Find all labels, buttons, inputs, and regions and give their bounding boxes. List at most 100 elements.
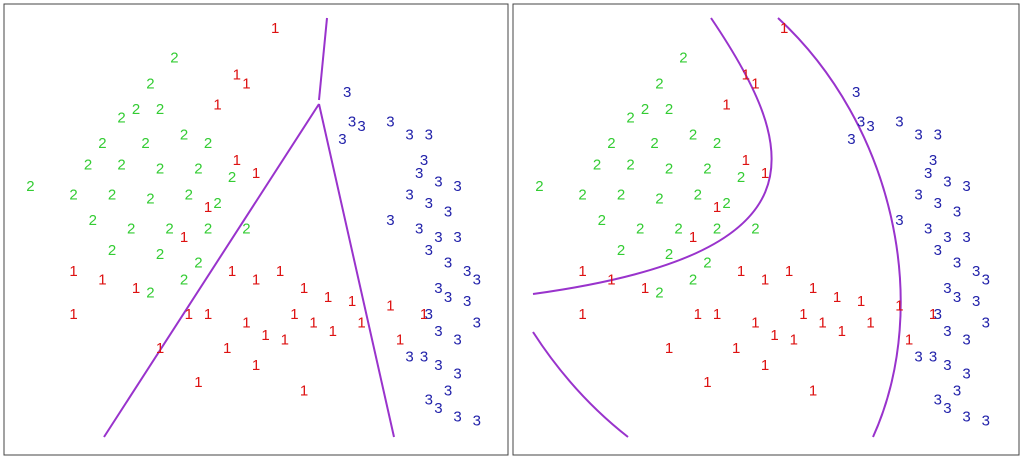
point-glyph: 1 <box>271 20 279 37</box>
point-glyph: 1 <box>69 306 77 323</box>
point-glyph: 1 <box>300 383 308 400</box>
point-glyph: 3 <box>962 366 970 383</box>
point-glyph: 3 <box>463 293 471 310</box>
point-glyph: 3 <box>434 280 442 297</box>
point-glyph: 1 <box>357 314 365 331</box>
point-glyph: 3 <box>415 220 423 237</box>
point-glyph: 2 <box>98 135 106 152</box>
point-glyph: 1 <box>233 67 241 84</box>
point-glyph: 2 <box>204 135 212 152</box>
point-glyph: 3 <box>857 114 865 131</box>
point-glyph: 3 <box>463 263 471 280</box>
point-glyph: 1 <box>132 280 140 297</box>
point-glyph: 3 <box>982 272 990 289</box>
point-glyph: 1 <box>98 272 106 289</box>
point-glyph: 3 <box>943 323 951 340</box>
point-glyph: 1 <box>713 306 721 323</box>
point-glyph: 3 <box>434 357 442 374</box>
point-glyph: 2 <box>146 285 154 302</box>
point-glyph: 2 <box>694 186 702 203</box>
point-glyph: 3 <box>914 349 922 366</box>
point-glyph: 3 <box>972 293 980 310</box>
point-glyph: 1 <box>252 165 260 182</box>
point-glyph: 3 <box>972 263 980 280</box>
point-glyph: 3 <box>962 331 970 348</box>
panel-frame <box>3 3 509 456</box>
point-glyph: 2 <box>194 255 202 272</box>
point-glyph: 2 <box>242 220 250 237</box>
point-glyph: 2 <box>617 242 625 259</box>
point-glyph: 1 <box>665 340 673 357</box>
point-glyph: 1 <box>396 331 404 348</box>
point-glyph: 2 <box>636 220 644 237</box>
point-glyph: 2 <box>180 127 188 144</box>
point-glyph: 2 <box>194 161 202 178</box>
point-glyph: 3 <box>444 255 452 272</box>
point-glyph: 2 <box>689 272 697 289</box>
point-glyph: 1 <box>180 229 188 246</box>
point-glyph: 1 <box>252 272 260 289</box>
point-glyph: 1 <box>204 199 212 216</box>
point-glyph: 1 <box>751 75 759 92</box>
point-glyph: 3 <box>473 413 481 430</box>
point-glyph: 3 <box>453 408 461 425</box>
point-glyph: 3 <box>943 400 951 417</box>
point-glyph: 2 <box>665 101 673 118</box>
point-glyph: 3 <box>943 173 951 190</box>
point-glyph: 3 <box>982 413 990 430</box>
point-glyph: 3 <box>425 306 433 323</box>
point-glyph: 1 <box>694 306 702 323</box>
point-glyph: 3 <box>357 118 365 135</box>
point-glyph: 1 <box>242 314 250 331</box>
point-glyph: 1 <box>261 327 269 344</box>
point-glyph: 2 <box>751 220 759 237</box>
point-glyph: 3 <box>444 289 452 306</box>
point-glyph: 1 <box>751 314 759 331</box>
decision-boundary <box>318 103 395 438</box>
point-glyph: 1 <box>838 323 846 340</box>
point-glyph: 2 <box>641 101 649 118</box>
point-glyph: 3 <box>895 212 903 229</box>
point-glyph: 3 <box>914 127 922 144</box>
point-glyph: 1 <box>233 152 241 169</box>
point-glyph: 1 <box>761 272 769 289</box>
point-glyph: 3 <box>434 229 442 246</box>
point-glyph: 2 <box>185 186 193 203</box>
point-glyph: 3 <box>420 349 428 366</box>
point-glyph: 3 <box>929 349 937 366</box>
point-glyph: 1 <box>252 357 260 374</box>
point-glyph: 2 <box>679 50 687 67</box>
point-glyph: 2 <box>180 272 188 289</box>
decision-boundary <box>532 331 629 438</box>
point-glyph: 1 <box>329 323 337 340</box>
point-glyph: 2 <box>132 101 140 118</box>
point-glyph: 3 <box>473 272 481 289</box>
point-glyph: 3 <box>866 118 874 135</box>
point-glyph: 3 <box>943 229 951 246</box>
point-glyph: 1 <box>809 280 817 297</box>
point-glyph: 3 <box>934 127 942 144</box>
point-glyph: 2 <box>578 186 586 203</box>
point-glyph: 1 <box>742 152 750 169</box>
point-glyph: 3 <box>434 323 442 340</box>
point-glyph: 2 <box>607 135 615 152</box>
point-glyph: 2 <box>170 50 178 67</box>
point-glyph: 3 <box>934 391 942 408</box>
point-glyph: 1 <box>69 263 77 280</box>
point-glyph: 1 <box>324 289 332 306</box>
point-glyph: 3 <box>934 195 942 212</box>
point-glyph: 3 <box>924 165 932 182</box>
point-glyph: 3 <box>852 84 860 101</box>
point-glyph: 1 <box>386 297 394 314</box>
point-glyph: 3 <box>453 331 461 348</box>
point-glyph: 3 <box>425 391 433 408</box>
point-glyph: 3 <box>847 131 855 148</box>
point-glyph: 2 <box>141 135 149 152</box>
point-glyph: 3 <box>348 114 356 131</box>
point-glyph: 1 <box>281 331 289 348</box>
decision-boundary <box>318 17 328 101</box>
point-glyph: 1 <box>578 263 586 280</box>
